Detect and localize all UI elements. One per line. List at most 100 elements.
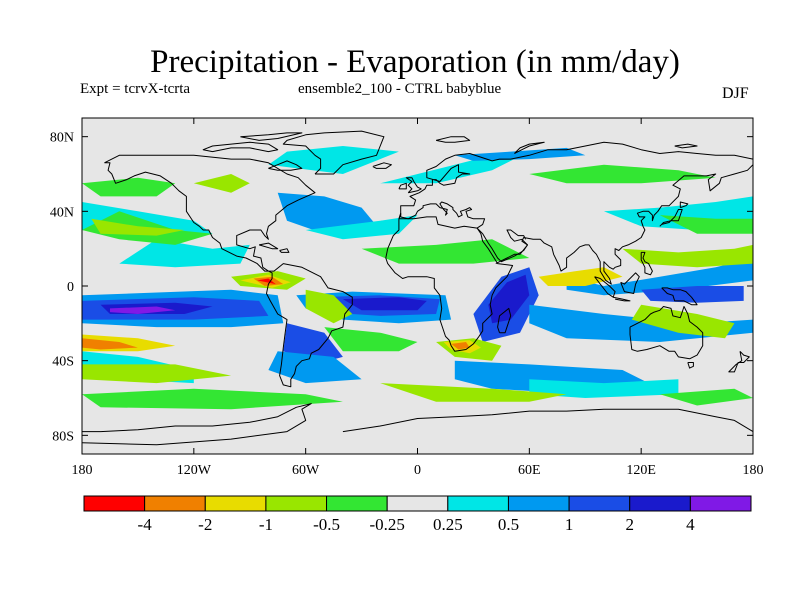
contour-region	[380, 383, 567, 402]
contour-region	[305, 289, 353, 324]
contour-region	[82, 177, 176, 197]
contour-region	[529, 164, 716, 184]
contour-region	[268, 146, 399, 174]
y-tick-label: 40N	[50, 205, 74, 220]
axis-ticks: 180 120W 60W 0 60E 120E 180 80N 40N 0 40S 80S	[50, 118, 764, 478]
contour-region	[641, 286, 744, 303]
coastline	[282, 130, 385, 175]
coastline	[398, 164, 753, 285]
x-tick-label: 180	[72, 463, 93, 478]
coastline	[82, 403, 312, 446]
y-tick-label: 40S	[52, 355, 74, 370]
colorbar-swatch	[144, 495, 206, 512]
coastline	[629, 306, 704, 360]
coastline	[385, 216, 514, 352]
colorbar-label: -4	[138, 515, 153, 534]
coastline	[268, 160, 303, 171]
coastline	[620, 272, 640, 294]
colorbar-swatch	[326, 495, 388, 512]
contour-region	[659, 215, 753, 234]
y-tick-label: 80N	[50, 131, 74, 146]
x-tick-label: 60E	[518, 463, 541, 478]
colorbar-swatch	[689, 495, 752, 512]
contour-region	[529, 379, 679, 398]
coastline-layer	[82, 130, 753, 446]
coastline	[640, 251, 653, 276]
contour-region	[566, 258, 753, 296]
coastline	[687, 362, 694, 369]
coastline	[495, 229, 528, 265]
contour-region	[82, 338, 138, 350]
coastline	[279, 248, 290, 253]
contour-region	[324, 327, 418, 352]
coastline	[514, 141, 545, 154]
coastline	[594, 276, 616, 298]
colorbar-label: 0.25	[433, 515, 463, 534]
coastline	[258, 242, 279, 250]
colorbar-label: -2	[198, 515, 212, 534]
contour-region	[110, 306, 176, 314]
coastline	[202, 141, 279, 153]
colorbar-label: -1	[259, 515, 273, 534]
coastline	[405, 177, 422, 194]
contour-region	[82, 388, 343, 410]
contour-region	[82, 364, 232, 384]
contour-region	[631, 304, 735, 339]
contour-region	[538, 267, 623, 286]
contour-region	[305, 215, 418, 240]
coastline	[659, 209, 683, 227]
coastline	[613, 296, 631, 302]
x-tick-label: 0	[414, 463, 421, 478]
contour-region	[193, 174, 250, 193]
y-tick-label: 0	[67, 280, 74, 295]
colorbar-swatch	[447, 495, 509, 512]
coastline	[435, 136, 471, 143]
coastline	[372, 162, 392, 169]
coastline	[104, 154, 353, 388]
colorbar: -4 -2 -1 -0.5 -0.25 0.25 0.5 1 2 4	[83, 495, 752, 534]
colorbar-swatch	[265, 495, 328, 512]
colorbar-label: 4	[686, 515, 695, 534]
contour-region	[488, 274, 530, 324]
contour-region	[268, 351, 362, 384]
x-tick-label: 60W	[292, 463, 320, 478]
experiment-label: Expt = tcrvX-tcrta	[80, 81, 191, 97]
contour-region	[342, 297, 427, 311]
season-label: DJF	[722, 85, 749, 102]
contour-region	[119, 239, 250, 268]
coastline	[661, 287, 698, 306]
colorbar-label: -0.25	[369, 515, 404, 534]
coastline	[497, 307, 512, 334]
map-area: 180 120W 60W 0 60E 120E 180 80N 40N 0 40S 80S	[50, 117, 764, 478]
contour-region	[91, 218, 185, 236]
x-tick-label: 180	[743, 463, 764, 478]
map-title: Precipitation - Evaporation (in mm/day)	[150, 44, 680, 80]
x-tick-label: 120W	[177, 463, 212, 478]
contour-region	[257, 278, 276, 285]
colorbar-swatch	[386, 495, 449, 512]
colorbar-swatch	[204, 495, 267, 512]
coastline	[674, 143, 698, 149]
coastline	[240, 132, 303, 141]
ensemble-label: ensemble2_100 - CTRL babyblue	[298, 81, 502, 97]
colorbar-label: 0.5	[498, 515, 519, 534]
coastline	[398, 141, 753, 220]
coastline	[398, 182, 407, 190]
coastline	[728, 350, 750, 373]
contour-region	[454, 147, 586, 161]
contour-region	[622, 244, 753, 268]
colorbar-swatch	[629, 495, 691, 512]
colorbar-swatch	[507, 495, 570, 512]
contour-region	[659, 388, 753, 406]
contour-region	[451, 342, 470, 350]
contour-region	[277, 192, 381, 234]
coastline	[679, 201, 689, 209]
colorbar-label: 1	[565, 515, 574, 534]
contour-region	[361, 239, 530, 264]
coastline	[342, 408, 753, 433]
y-tick-label: 80S	[52, 429, 74, 444]
contour-fill-layer	[82, 146, 753, 410]
colorbar-label: 2	[625, 515, 634, 534]
colorbar-swatch	[83, 495, 146, 512]
x-tick-label: 120E	[626, 463, 656, 478]
